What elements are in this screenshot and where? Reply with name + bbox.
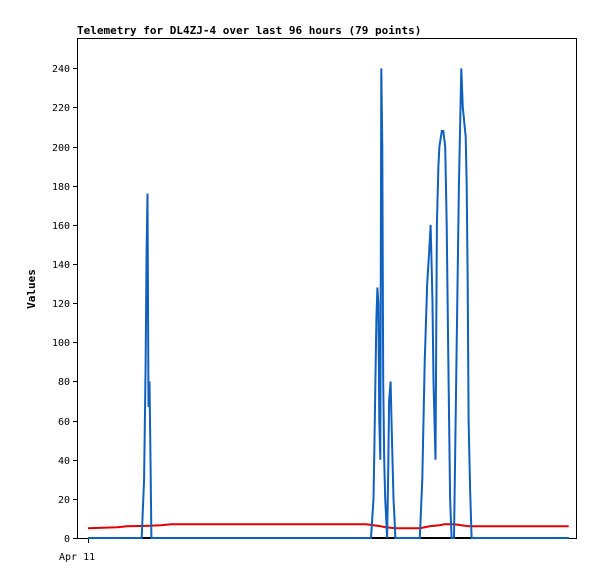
y-tick-label: 100 (52, 338, 70, 349)
x-tick-label: Apr 11 (59, 552, 95, 563)
y-tick-label: 240 (52, 64, 70, 75)
y-tick-label: 20 (58, 495, 70, 506)
y-axis-label: Values (25, 269, 38, 309)
y-tick-label: 180 (52, 182, 70, 193)
y-tick-label: 120 (52, 299, 70, 310)
plot-frame (77, 38, 577, 539)
y-tick-label: 200 (52, 143, 70, 154)
series-layer (87, 68, 569, 539)
series-line-1 (87, 523, 569, 530)
series-line-2 (88, 68, 569, 539)
y-tick-label: 140 (52, 260, 70, 271)
y-tick-label: 80 (58, 377, 70, 388)
y-tick-label: 220 (52, 103, 70, 114)
y-axis: 0 20 40 60 80 100 120 140 160 180 200 220 240 (52, 64, 78, 545)
y-tick-label: 160 (52, 221, 70, 232)
y-tick-label: 0 (64, 534, 70, 545)
y-tick-label: 40 (58, 456, 70, 467)
chart-title: Telemetry for DL4ZJ-4 over last 96 hours… (77, 24, 422, 37)
y-tick-label: 60 (58, 417, 70, 428)
